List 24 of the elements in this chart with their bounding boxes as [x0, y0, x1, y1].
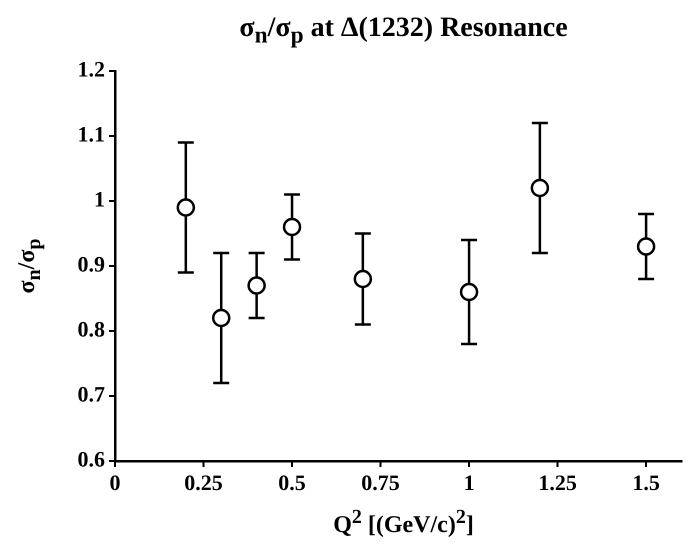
y-tick-label: 1.2: [78, 56, 105, 82]
y-tick-label: 0.6: [78, 446, 105, 472]
point: [282, 218, 302, 236]
point: [460, 282, 478, 302]
x-tick-label: 1.25: [538, 470, 577, 495]
chart-title: σ$_{n}$/σ$_{p}$ at Δ(1232) Resonance: [238, 12, 569, 50]
y-tick-label: 0.9: [78, 252, 105, 277]
y-tick-label: 0.8: [78, 316, 105, 342]
x-tick-label: 0: [110, 470, 120, 495]
point: [176, 198, 196, 217]
x-tick-label: 0.75: [361, 470, 400, 495]
x-tick-label: 0.5: [278, 470, 306, 495]
x-axis-title: Q$^{2}$ [(GeV/c)$^{2}$]: [332, 506, 475, 539]
point: [636, 237, 656, 256]
x-tick-label: 0.25: [184, 470, 223, 495]
x-tick-label: 1.5: [632, 470, 660, 495]
point: [530, 178, 550, 198]
point: [354, 270, 372, 288]
point: [212, 308, 230, 328]
y-tick-label: 0.7: [78, 382, 105, 407]
x-tick-label: 1: [464, 470, 475, 495]
point: [247, 276, 266, 295]
y-tick-label: 1.1: [78, 122, 105, 147]
y-tick-label: 1: [94, 186, 105, 212]
